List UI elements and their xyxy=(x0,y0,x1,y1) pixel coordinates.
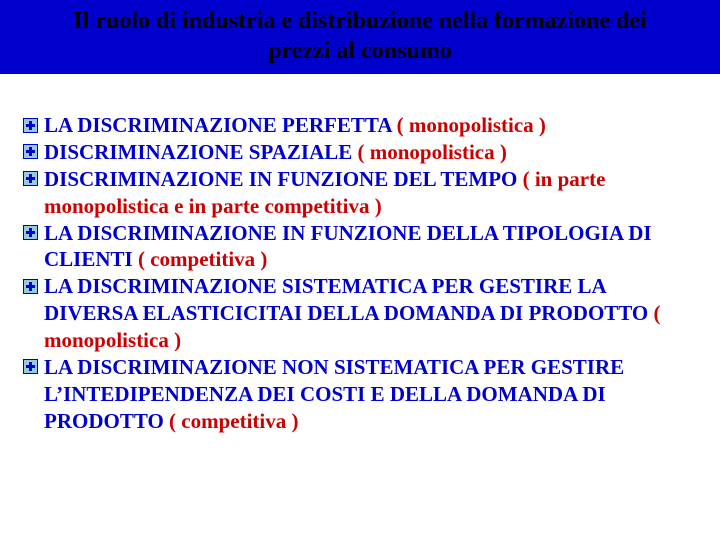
list-item-text: LA DISCRIMINAZIONE SISTEMATICA PER GESTI… xyxy=(44,273,698,354)
title-line-1: Il ruolo di industria e distribuzione ne… xyxy=(73,8,646,34)
list-item-text: LA DISCRIMINAZIONE IN FUNZIONE DELLA TIP… xyxy=(44,220,698,274)
text-segment: ( competitiva ) xyxy=(138,247,267,271)
list-item: LA DISCRIMINAZIONE PERFETTA ( monopolist… xyxy=(22,112,698,139)
plus-box-icon xyxy=(22,225,38,241)
slide-body: LA DISCRIMINAZIONE PERFETTA ( monopolist… xyxy=(0,74,720,445)
list-item: LA DISCRIMINAZIONE SISTEMATICA PER GESTI… xyxy=(22,273,698,354)
text-segment: ( monopolistica ) xyxy=(397,113,546,137)
text-segment: ( monopolistica ) xyxy=(358,140,507,164)
plus-box-icon xyxy=(22,117,38,133)
text-segment: DISCRIMINAZIONE SPAZIALE xyxy=(44,140,358,164)
plus-box-icon xyxy=(22,278,38,294)
list-item: LA DISCRIMINAZIONE IN FUNZIONE DELLA TIP… xyxy=(22,220,698,274)
list-item: LA DISCRIMINAZIONE NON SISTEMATICA PER G… xyxy=(22,354,698,435)
plus-box-icon xyxy=(22,171,38,187)
plus-box-icon xyxy=(22,359,38,375)
list-item-text: LA DISCRIMINAZIONE NON SISTEMATICA PER G… xyxy=(44,354,698,435)
title-line-2: prezzi al consumo xyxy=(268,38,452,64)
plus-box-icon xyxy=(22,144,38,160)
text-segment: LA DISCRIMINAZIONE PERFETTA xyxy=(44,113,397,137)
list-item: DISCRIMINAZIONE IN FUNZIONE DEL TEMPO ( … xyxy=(22,166,698,220)
text-segment: DISCRIMINAZIONE IN FUNZIONE DEL TEMPO xyxy=(44,167,523,191)
list-item-text: LA DISCRIMINAZIONE PERFETTA ( monopolist… xyxy=(44,112,698,139)
slide-title: Il ruolo di industria e distribuzione ne… xyxy=(0,0,720,74)
list-item: DISCRIMINAZIONE SPAZIALE ( monopolistica… xyxy=(22,139,698,166)
list-item-text: DISCRIMINAZIONE SPAZIALE ( monopolistica… xyxy=(44,139,698,166)
list-item-text: DISCRIMINAZIONE IN FUNZIONE DEL TEMPO ( … xyxy=(44,166,698,220)
text-segment: LA DISCRIMINAZIONE NON SISTEMATICA PER G… xyxy=(44,355,624,433)
text-segment: ( competitiva ) xyxy=(169,409,298,433)
text-segment: LA DISCRIMINAZIONE SISTEMATICA PER GESTI… xyxy=(44,274,654,325)
text-segment: LA DISCRIMINAZIONE IN FUNZIONE DELLA TIP… xyxy=(44,221,652,272)
